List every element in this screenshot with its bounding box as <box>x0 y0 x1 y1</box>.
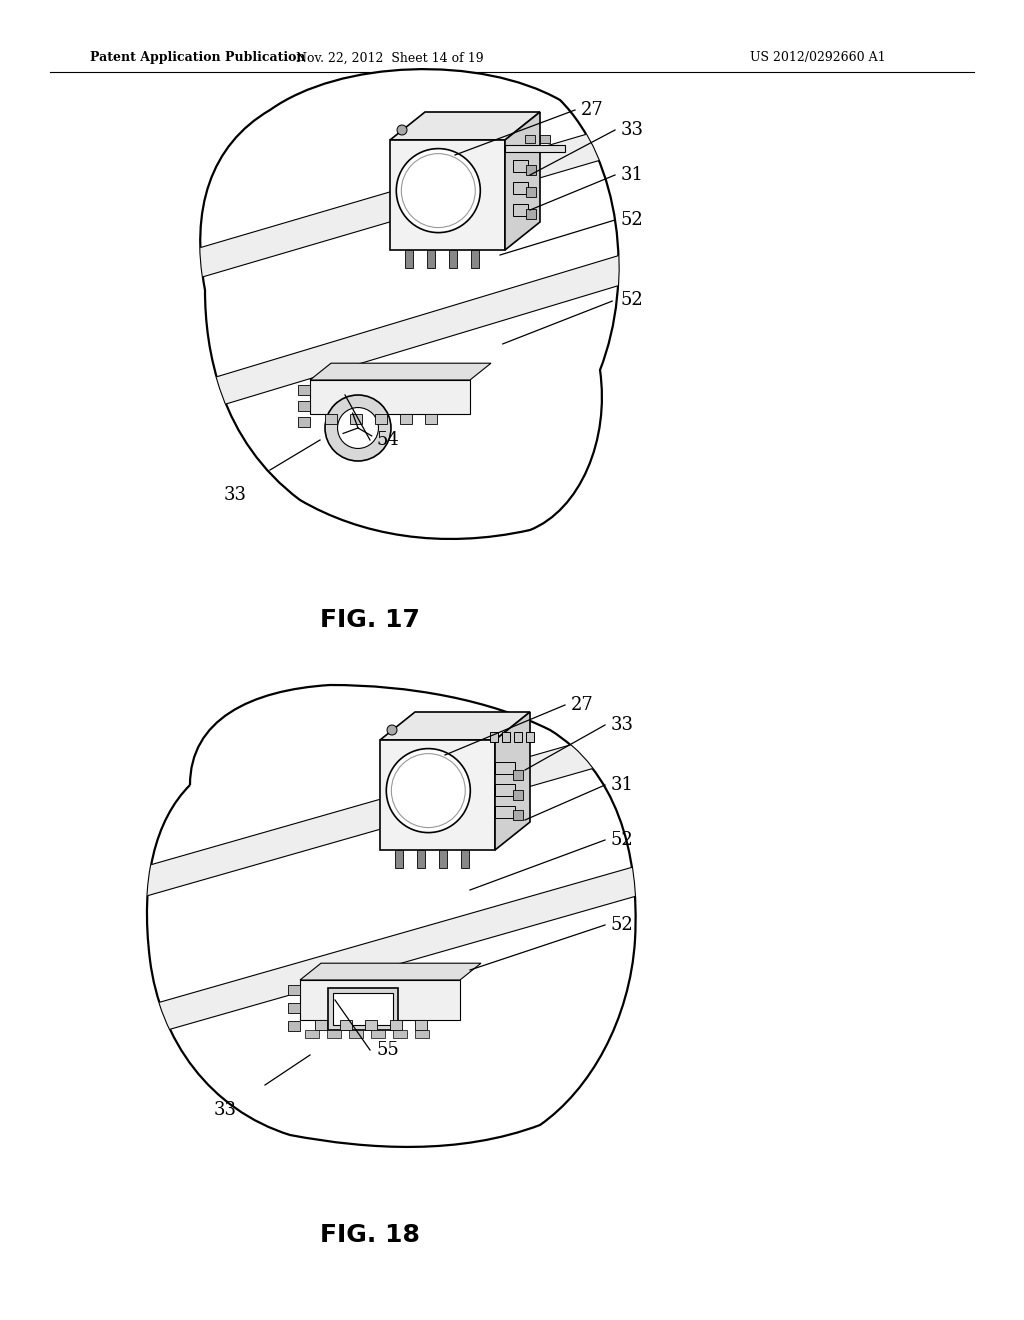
Bar <box>439 850 447 869</box>
Bar <box>512 770 522 780</box>
Bar <box>350 413 362 424</box>
Bar <box>328 987 398 1030</box>
Bar <box>340 1020 352 1030</box>
Bar <box>415 1030 429 1038</box>
Polygon shape <box>310 380 470 413</box>
Bar <box>495 807 515 818</box>
Polygon shape <box>390 140 505 249</box>
Bar <box>490 733 498 742</box>
Polygon shape <box>80 705 710 915</box>
Bar <box>495 762 515 774</box>
Polygon shape <box>310 363 490 380</box>
Text: 33: 33 <box>213 1101 237 1119</box>
Bar <box>400 413 412 424</box>
Bar <box>288 985 300 995</box>
Bar <box>349 1030 362 1038</box>
Bar <box>513 182 528 194</box>
Polygon shape <box>90 95 720 310</box>
Bar <box>415 1020 427 1030</box>
Text: 33: 33 <box>223 486 247 504</box>
Bar <box>298 385 310 395</box>
Bar <box>513 160 528 172</box>
Bar <box>333 993 393 1026</box>
Circle shape <box>387 725 397 735</box>
Bar <box>395 850 403 869</box>
Text: 52: 52 <box>611 916 634 935</box>
Polygon shape <box>300 964 481 979</box>
Bar <box>417 850 425 869</box>
Text: 52: 52 <box>621 211 644 228</box>
Bar <box>365 1020 377 1030</box>
Bar <box>393 1030 407 1038</box>
Bar <box>514 733 522 742</box>
PathPatch shape <box>201 69 618 539</box>
Bar <box>526 187 536 197</box>
Bar <box>512 789 522 800</box>
Bar <box>305 1030 319 1038</box>
Bar <box>427 249 435 268</box>
Text: 31: 31 <box>621 166 644 183</box>
Bar <box>298 417 310 426</box>
Polygon shape <box>505 112 540 249</box>
Bar <box>526 733 534 742</box>
Polygon shape <box>380 711 530 741</box>
Bar <box>406 249 413 268</box>
Bar <box>371 1030 385 1038</box>
Bar <box>525 135 535 143</box>
Text: FIG. 18: FIG. 18 <box>321 1224 420 1247</box>
Text: 27: 27 <box>571 696 594 714</box>
Text: 31: 31 <box>611 776 634 795</box>
Polygon shape <box>390 112 540 140</box>
Bar <box>471 249 479 268</box>
Text: 33: 33 <box>611 715 634 734</box>
Polygon shape <box>80 845 710 1055</box>
Text: 52: 52 <box>611 832 634 849</box>
Circle shape <box>325 395 391 461</box>
Bar <box>425 413 437 424</box>
Text: 27: 27 <box>581 102 604 119</box>
Bar <box>526 209 536 219</box>
Text: 54: 54 <box>376 432 398 449</box>
Polygon shape <box>495 711 530 850</box>
Bar <box>298 401 310 411</box>
Text: 55: 55 <box>376 1041 398 1059</box>
Text: US 2012/0292660 A1: US 2012/0292660 A1 <box>750 51 886 65</box>
Text: FIG. 17: FIG. 17 <box>321 609 420 632</box>
Circle shape <box>397 125 407 135</box>
Bar <box>502 733 510 742</box>
Text: Nov. 22, 2012  Sheet 14 of 19: Nov. 22, 2012 Sheet 14 of 19 <box>296 51 483 65</box>
Bar <box>375 413 387 424</box>
PathPatch shape <box>147 685 636 1147</box>
Bar <box>288 1003 300 1012</box>
Bar <box>495 784 515 796</box>
Polygon shape <box>380 741 495 850</box>
Bar <box>512 810 522 820</box>
Bar <box>461 850 469 869</box>
Circle shape <box>396 149 480 232</box>
Text: Patent Application Publication: Patent Application Publication <box>90 51 305 65</box>
Bar <box>526 165 536 176</box>
Polygon shape <box>505 145 565 152</box>
Circle shape <box>338 408 379 449</box>
Bar <box>327 1030 341 1038</box>
Polygon shape <box>90 224 720 445</box>
Bar <box>449 249 457 268</box>
Circle shape <box>391 754 465 828</box>
Circle shape <box>401 153 475 227</box>
Bar <box>315 1020 327 1030</box>
Bar <box>390 1020 402 1030</box>
Text: 33: 33 <box>621 121 644 139</box>
Bar <box>288 1020 300 1031</box>
Bar <box>325 413 337 424</box>
Text: 52: 52 <box>621 290 644 309</box>
Polygon shape <box>300 979 460 1020</box>
Bar <box>540 135 550 143</box>
Circle shape <box>386 748 470 833</box>
Bar <box>513 205 528 216</box>
